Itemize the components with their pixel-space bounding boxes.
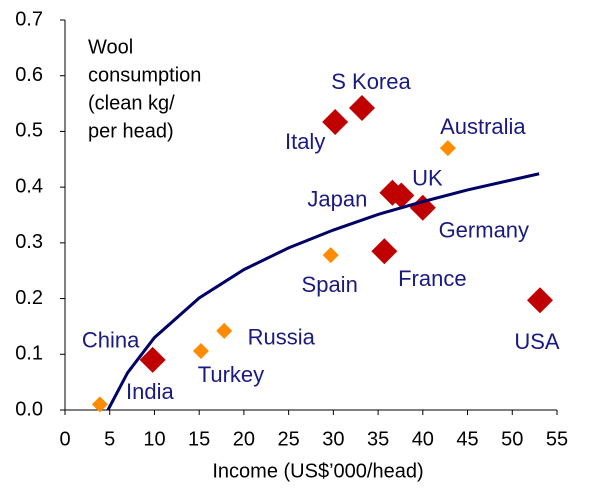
data-point bbox=[91, 396, 108, 413]
y-tick-label: 0.3 bbox=[15, 231, 43, 253]
y-tick-label: 0.2 bbox=[15, 287, 43, 309]
x-tick-label: 30 bbox=[322, 428, 344, 450]
data-point bbox=[371, 238, 398, 265]
point-label: India bbox=[126, 379, 174, 404]
data-point bbox=[527, 287, 554, 314]
chart-title: (clean kg/ bbox=[88, 92, 175, 114]
point-label: Japan bbox=[307, 187, 367, 212]
y-tick-label: 0.4 bbox=[15, 175, 43, 197]
x-tick-label: 10 bbox=[143, 428, 165, 450]
y-tick-label: 0.7 bbox=[15, 8, 43, 30]
point-label: UK bbox=[412, 165, 443, 190]
y-tick-label: 0.6 bbox=[15, 64, 43, 86]
point-label: Italy bbox=[285, 129, 325, 154]
y-tick-label: 0.0 bbox=[15, 398, 43, 420]
data-point bbox=[192, 342, 209, 359]
x-tick-label: 20 bbox=[233, 428, 255, 450]
x-tick-label: 15 bbox=[188, 428, 210, 450]
x-tick-label: 45 bbox=[456, 428, 478, 450]
x-axis-label: Income (US$’000/head) bbox=[212, 460, 423, 482]
data-point bbox=[216, 322, 233, 339]
data-point bbox=[439, 140, 456, 157]
data-point bbox=[322, 108, 349, 135]
point-label: Russia bbox=[248, 325, 316, 350]
data-point bbox=[348, 95, 375, 122]
x-tick-label: 50 bbox=[501, 428, 523, 450]
point-label: France bbox=[398, 266, 466, 291]
x-tick-label: 55 bbox=[546, 428, 568, 450]
data-point bbox=[322, 247, 339, 264]
x-tick-label: 25 bbox=[278, 428, 300, 450]
chart-title: per head) bbox=[88, 120, 174, 142]
chart-title: consumption bbox=[88, 64, 201, 86]
point-label: Spain bbox=[302, 272, 358, 297]
point-label: Australia bbox=[440, 114, 526, 139]
point-label: S Korea bbox=[331, 69, 411, 94]
x-tick-label: 5 bbox=[104, 428, 115, 450]
point-label: China bbox=[82, 328, 140, 353]
x-tick-label: 0 bbox=[59, 428, 70, 450]
x-tick-label: 35 bbox=[367, 428, 389, 450]
y-tick-label: 0.1 bbox=[15, 343, 43, 365]
point-label: Germany bbox=[439, 218, 529, 243]
data-point bbox=[388, 182, 415, 209]
chart-title: Wool bbox=[88, 36, 133, 58]
trend-line bbox=[106, 172, 540, 411]
y-tick-label: 0.5 bbox=[15, 120, 43, 142]
point-label: Turkey bbox=[198, 362, 264, 387]
data-point bbox=[139, 346, 166, 373]
point-label: USA bbox=[514, 329, 560, 354]
x-tick-label: 40 bbox=[412, 428, 434, 450]
